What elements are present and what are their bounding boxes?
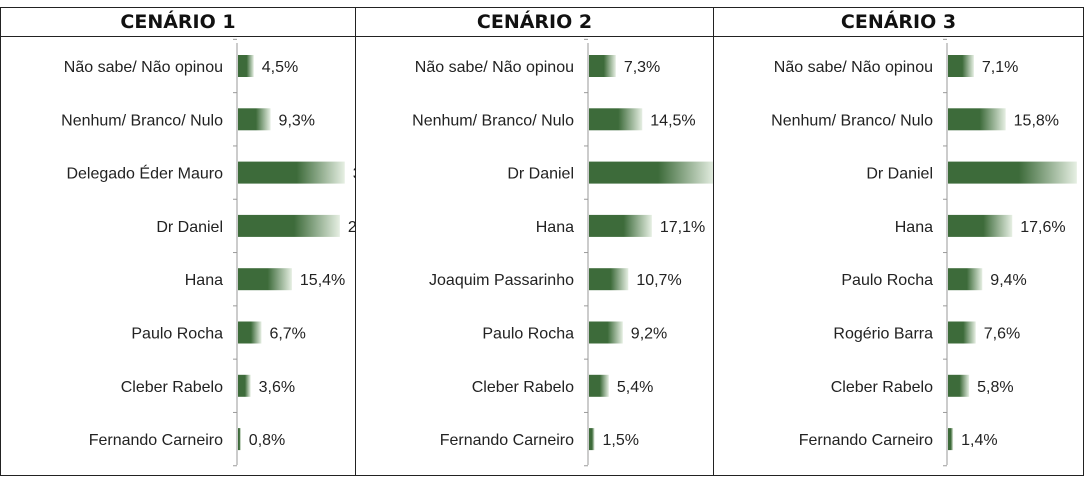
bar [238,108,271,131]
bar [238,161,345,184]
bar [589,321,623,344]
bar [589,108,643,131]
data-label: 5,4% [617,379,653,396]
category-label: Cleber Rabelo [121,379,223,396]
category-label: Joaquim Passarinho [429,272,574,289]
data-label: 15,8% [1014,112,1059,129]
data-label: 4,5% [262,59,298,76]
bar [238,321,262,344]
data-label: 9,3% [279,112,315,129]
chart-cenario-3: Não sabe/ Não opinou 7,1% Nenhum/ Branco/ … [771,38,1091,467]
data-label: 29,1% [348,219,355,236]
category-label: Hana [185,272,223,289]
bar [948,268,983,291]
bar [589,55,616,77]
bar [948,214,1013,237]
data-label: 14,5% [650,112,695,129]
bar [948,108,1006,131]
category-label: Cleber Rabelo [472,379,574,396]
chart-cenario-2: Não sabe/ Não opinou 7,3% Nenhum/ Branco/ … [412,38,768,467]
category-label: Cleber Rabelo [831,379,933,396]
category-label: Nenhum/ Branco/ Nulo [771,112,933,129]
bar [948,428,954,451]
panel-cenario-2: Não sabe/ Não opinou 7,3% Nenhum/ Branco/ … [355,36,768,476]
bar [589,161,715,184]
header-cenario-3: CENÁRIO 3 [713,7,1084,37]
bar [948,55,974,77]
data-label: 6,7% [269,326,305,343]
bar [238,55,254,77]
category-label: Nenhum/ Branco/ Nulo [412,112,574,129]
data-label: 3,6% [259,379,295,396]
category-label: Paulo Rocha [841,272,933,289]
category-label: Rogério Barra [833,326,933,343]
category-label: Nenhum/ Branco/ Nulo [61,112,223,129]
bar [948,374,970,397]
data-label: 7,3% [624,59,660,76]
data-label: 10,7% [636,272,681,289]
data-label: 1,5% [603,432,639,449]
category-label: Fernando Carneiro [440,432,574,449]
panel-cenario-1: Não sabe/ Não opinou 4,5% Nenhum/ Branco/ … [0,36,398,476]
bar [589,374,609,397]
chart-cenario-1: Não sabe/ Não opinou 4,5% Nenhum/ Branco/ … [61,38,398,467]
category-label: Paulo Rocha [131,326,223,343]
category-label: Dr Daniel [156,219,223,236]
header-cenario-1: CENÁRIO 1 [0,7,356,37]
category-label: Hana [895,219,933,236]
data-label: 17,1% [660,219,705,236]
bar [948,161,1077,184]
data-label: 1,4% [961,432,997,449]
header-cenario-2: CENÁRIO 2 [355,7,714,37]
category-label: Não sabe/ Não opinou [415,59,574,76]
data-label: 7,1% [982,59,1018,76]
data-label: 0,8% [249,432,285,449]
category-label: Não sabe/ Não opinou [774,59,933,76]
category-label: Hana [536,219,574,236]
bar [238,214,340,237]
data-label: 9,2% [631,326,667,343]
category-label: Fernando Carneiro [89,432,223,449]
bar [948,321,976,344]
category-label: Não sabe/ Não opinou [64,59,223,76]
category-label: Paulo Rocha [482,326,574,343]
bar [589,214,652,237]
bar [589,428,595,451]
data-label: 7,6% [984,326,1020,343]
category-label: Dr Daniel [507,166,574,183]
bar [589,268,629,291]
category-label: Delegado Éder Mauro [66,164,223,183]
category-label: Dr Daniel [866,166,933,183]
bar [238,374,251,397]
category-label: Fernando Carneiro [799,432,933,449]
panel-cenario-3: Não sabe/ Não opinou 7,1% Nenhum/ Branco/ … [713,36,1091,476]
bar [238,428,241,451]
data-label: 15,4% [300,272,345,289]
data-label: 17,6% [1020,219,1065,236]
data-label: 9,4% [990,272,1026,289]
data-label: 5,8% [977,379,1013,396]
bar [238,268,292,291]
